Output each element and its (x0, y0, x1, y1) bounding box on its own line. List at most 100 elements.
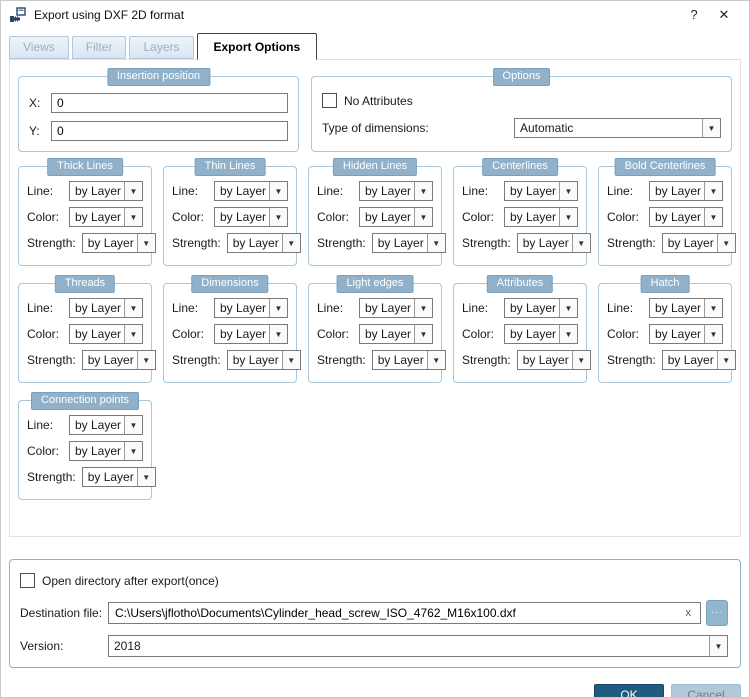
combo-value: Automatic (520, 121, 574, 135)
by-layer-combo[interactable]: by Layer ▼ (69, 207, 143, 227)
field-label: Line: (607, 301, 634, 315)
by-layer-combo[interactable]: by Layer ▼ (371, 233, 446, 253)
tab-views[interactable]: Views (9, 36, 69, 59)
by-layer-combo[interactable]: by Layer ▼ (504, 298, 578, 318)
group-title: Connection points (30, 392, 140, 410)
open-directory-checkbox[interactable] (20, 573, 35, 588)
by-layer-combo[interactable]: by Layer ▼ (504, 181, 578, 201)
group-bold-centerlines: Bold Centerlines Line: by Layer ▼ Color:… (598, 158, 736, 266)
by-layer-combo[interactable]: by Layer ▼ (226, 233, 301, 253)
close-button[interactable]: ✕ (718, 7, 730, 22)
by-layer-combo[interactable]: by Layer ▼ (516, 233, 591, 253)
chevron-down-icon: ▼ (124, 182, 142, 200)
version-combo[interactable]: 2018 ▼ (108, 635, 728, 657)
by-layer-combo[interactable]: by Layer ▼ (69, 415, 143, 435)
by-layer-combo[interactable]: by Layer ▼ (359, 298, 433, 318)
by-layer-combo[interactable]: by Layer ▼ (504, 207, 578, 227)
chevron-down-icon: ▼ (704, 182, 722, 200)
field-label: Strength: (607, 353, 656, 367)
destination-file-input[interactable] (109, 604, 677, 622)
combo-value: by Layer (87, 470, 134, 484)
combo-value: by Layer (232, 236, 279, 250)
combo-value: by Layer (87, 236, 134, 250)
field-label: Color: (172, 210, 205, 224)
chevron-down-icon: ▼ (414, 182, 432, 200)
field-label: Color: (607, 327, 640, 341)
group-title: Light edges (336, 275, 414, 293)
tab-export-options[interactable]: Export Options (196, 33, 318, 60)
by-layer-combo[interactable]: by Layer ▼ (359, 324, 433, 344)
destination-file-field: x (108, 602, 701, 624)
group-centerlines: Centerlines Line: by Layer ▼ Color: by L… (453, 158, 591, 266)
combo-value: by Layer (75, 210, 122, 224)
by-layer-combo[interactable]: by Layer ▼ (649, 207, 723, 227)
field-label: Color: (172, 327, 205, 341)
group-title: Thin Lines (194, 158, 266, 176)
browse-button[interactable]: ... (706, 600, 728, 626)
field-label: Color: (317, 327, 350, 341)
chevron-down-icon: ▼ (124, 442, 142, 460)
tab-layers[interactable]: Layers (129, 36, 194, 59)
by-layer-combo[interactable]: by Layer ▼ (661, 350, 736, 370)
insertion-position-group: Insertion position X: Y: (18, 68, 299, 152)
group-light-edges: Light edges Line: by Layer ▼ Color: by L… (308, 275, 446, 383)
no-attributes-label: No Attributes (344, 93, 413, 108)
by-layer-combo[interactable]: by Layer ▼ (81, 233, 156, 253)
combo-value: by Layer (220, 210, 267, 224)
combo-value: by Layer (510, 327, 557, 341)
by-layer-combo[interactable]: by Layer ▼ (371, 350, 446, 370)
by-layer-combo[interactable]: by Layer ▼ (649, 181, 723, 201)
chevron-down-icon: ▼ (426, 234, 445, 252)
by-layer-combo[interactable]: by Layer ▼ (504, 324, 578, 344)
by-layer-combo[interactable]: by Layer ▼ (69, 298, 143, 318)
combo-value: by Layer (510, 184, 557, 198)
field-label: Color: (27, 210, 60, 224)
field-label: Line: (27, 301, 54, 315)
tab-filter[interactable]: Filter (71, 36, 127, 59)
line-style-groups: Thick Lines Line: by Layer ▼ Color: by L… (18, 158, 736, 500)
by-layer-combo[interactable]: by Layer ▼ (69, 324, 143, 344)
chevron-down-icon: ▼ (136, 351, 155, 369)
no-attributes-checkbox[interactable] (322, 93, 337, 108)
type-of-dimensions-combo[interactable]: Automatic ▼ (514, 118, 721, 138)
field-label: Color: (317, 210, 350, 224)
by-layer-combo[interactable]: by Layer ▼ (226, 350, 301, 370)
help-button[interactable]: ? (690, 7, 698, 22)
chevron-down-icon: ▼ (704, 208, 722, 226)
group-dimensions: Dimensions Line: by Layer ▼ Color: by La… (163, 275, 301, 383)
field-label: Strength: (27, 353, 76, 367)
by-layer-combo[interactable]: by Layer ▼ (516, 350, 591, 370)
chevron-down-icon: ▼ (414, 325, 432, 343)
combo-value: by Layer (377, 353, 424, 367)
group-title: Centerlines (482, 158, 558, 176)
by-layer-combo[interactable]: by Layer ▼ (359, 207, 433, 227)
chevron-down-icon: ▼ (269, 182, 287, 200)
by-layer-combo[interactable]: by Layer ▼ (214, 324, 288, 344)
combo-value: by Layer (87, 353, 134, 367)
ok-button[interactable]: OK (594, 684, 664, 697)
clear-input-icon[interactable]: x (685, 607, 692, 619)
by-layer-combo[interactable]: by Layer ▼ (69, 181, 143, 201)
by-layer-combo[interactable]: by Layer ▼ (81, 467, 156, 487)
chevron-down-icon: ▼ (414, 299, 432, 317)
type-of-dimensions-label: Type of dimensions: (322, 121, 429, 135)
chevron-down-icon: ▼ (136, 468, 155, 486)
by-layer-combo[interactable]: by Layer ▼ (649, 298, 723, 318)
chevron-down-icon: ▼ (124, 299, 142, 317)
by-layer-combo[interactable]: by Layer ▼ (649, 324, 723, 344)
cancel-button[interactable]: Cancel (671, 684, 741, 697)
by-layer-combo[interactable]: by Layer ▼ (81, 350, 156, 370)
by-layer-combo[interactable]: by Layer ▼ (359, 181, 433, 201)
field-label: Color: (27, 444, 60, 458)
x-input[interactable] (51, 93, 288, 113)
y-input[interactable] (51, 121, 288, 141)
field-label: Line: (317, 301, 344, 315)
combo-value: by Layer (365, 327, 412, 341)
by-layer-combo[interactable]: by Layer ▼ (214, 298, 288, 318)
by-layer-combo[interactable]: by Layer ▼ (661, 233, 736, 253)
combo-value: by Layer (522, 353, 569, 367)
by-layer-combo[interactable]: by Layer ▼ (214, 181, 288, 201)
by-layer-combo[interactable]: by Layer ▼ (69, 441, 143, 461)
by-layer-combo[interactable]: by Layer ▼ (214, 207, 288, 227)
